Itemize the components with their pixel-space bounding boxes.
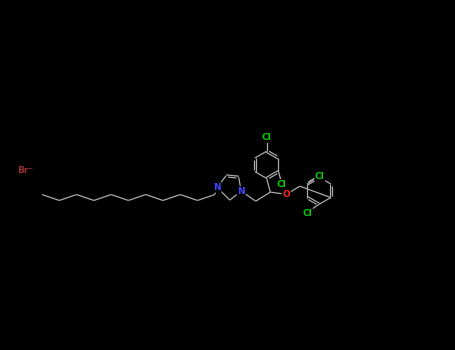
- Text: N: N: [238, 187, 245, 196]
- Text: O: O: [283, 190, 290, 199]
- Text: Br⁻: Br⁻: [17, 166, 33, 175]
- Text: Cl: Cl: [302, 209, 312, 217]
- Text: N: N: [213, 183, 221, 192]
- Text: Cl: Cl: [315, 172, 325, 181]
- Text: Cl: Cl: [262, 133, 272, 142]
- Text: Cl: Cl: [276, 180, 286, 189]
